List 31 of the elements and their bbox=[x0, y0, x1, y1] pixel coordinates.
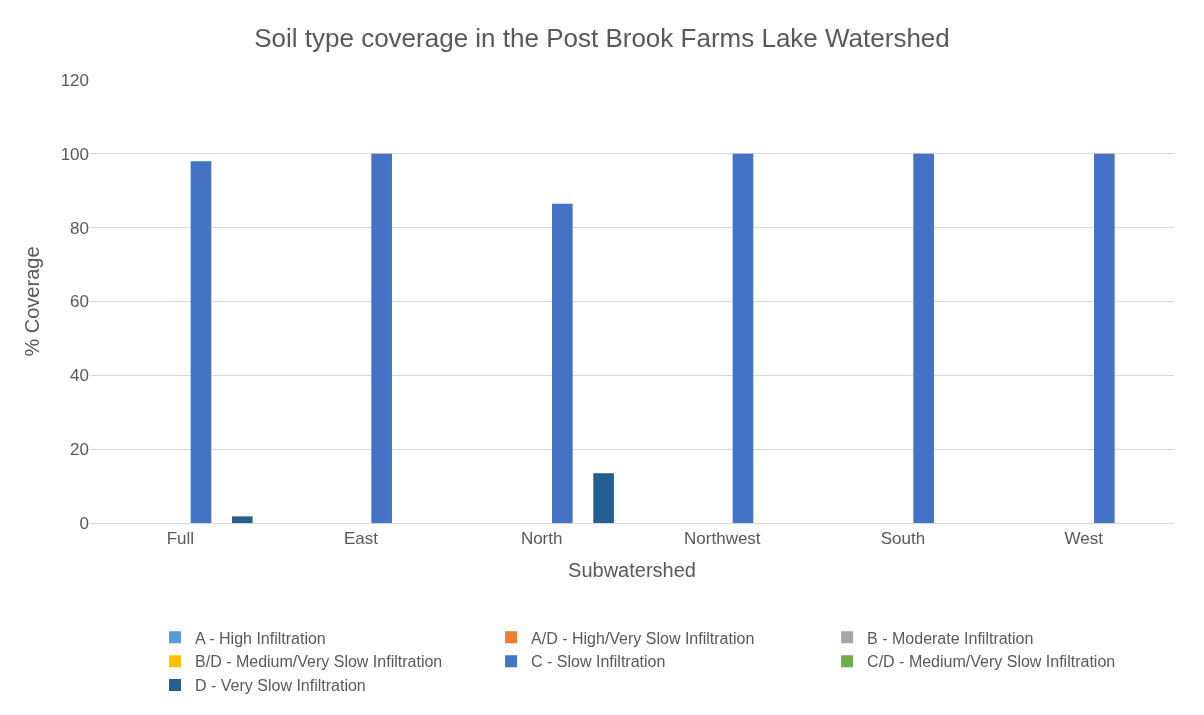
bar bbox=[732, 153, 754, 523]
x-tick-label: East bbox=[343, 529, 379, 549]
legend-label: B - Moderate Infiltration bbox=[867, 629, 1034, 647]
y-tick-label: 80 bbox=[70, 218, 89, 238]
y-tick-label: 20 bbox=[70, 440, 89, 460]
bar bbox=[913, 153, 934, 523]
legend-label: C - Slow Infiltration bbox=[531, 653, 666, 671]
bar bbox=[190, 161, 212, 523]
y-axis-title: % Coverage bbox=[21, 246, 44, 357]
y-tick-label: 120 bbox=[60, 70, 89, 90]
y-tick-label: 60 bbox=[70, 292, 89, 312]
legend-label: D - Very Slow Infiltration bbox=[195, 677, 366, 695]
bar bbox=[551, 203, 573, 523]
bar bbox=[231, 516, 253, 523]
x-tick-label: South bbox=[880, 529, 926, 549]
legend-label: C/D - Medium/Very Slow Infiltration bbox=[867, 653, 1116, 671]
bar bbox=[1093, 153, 1115, 523]
y-tick-label: 0 bbox=[79, 513, 89, 533]
x-tick-label: Northwest bbox=[684, 529, 761, 549]
legend-label: A/D - High/Very Slow Infiltration bbox=[531, 629, 755, 647]
legend-label: B/D - Medium/Very Slow Infiltration bbox=[195, 653, 443, 671]
bar bbox=[593, 473, 614, 523]
x-tick-label: North bbox=[520, 529, 563, 549]
x-axis-title: Subwatershed bbox=[568, 558, 696, 581]
x-tick-label: Full bbox=[166, 529, 195, 549]
bar bbox=[371, 153, 392, 523]
y-tick-label: 100 bbox=[60, 144, 89, 164]
legend-label: A - High Infiltration bbox=[195, 629, 326, 647]
y-tick-label: 40 bbox=[70, 366, 89, 386]
x-tick-label: West bbox=[1064, 529, 1104, 549]
chart-title: Soil type coverage in the Post Brook Farms Lake Watershed bbox=[254, 22, 950, 53]
